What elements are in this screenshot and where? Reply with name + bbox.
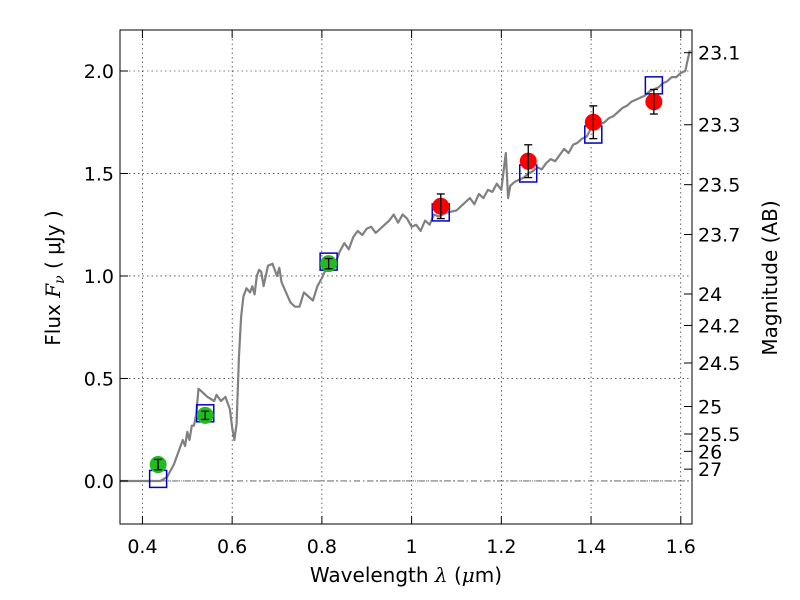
y-axis-label-prefix: Flux (41, 298, 65, 346)
marker-layer (148, 76, 664, 489)
y-tick-label: 2.0 (84, 61, 114, 83)
x-axis-label-symbol: λ (434, 563, 448, 587)
magnitude-tick-label: 23.1 (698, 43, 740, 65)
y-tick-label: 0.5 (84, 368, 114, 390)
magnitude-tick-label: 24.5 (698, 353, 740, 375)
y-axis-label-unit: ( μJy ) (41, 210, 65, 275)
tick-layer: 0.4 0.6 0.8 1 1.2 1.4 1.6 0.0 0.5 1.0 1.5 2.0 23.1 23… (84, 30, 740, 558)
x-tick-label: 0.4 (127, 536, 157, 558)
x-tick-label: 0.6 (217, 536, 247, 558)
x-axis-label-mu: μ (462, 563, 475, 587)
y-axis-label-subscript: ν (52, 275, 68, 284)
x-axis-label: Wavelength λ (μm) (310, 563, 502, 587)
magnitude-tick-label: 24 (698, 284, 722, 306)
magnitude-tick-label: 23.7 (698, 225, 740, 247)
x-tick-label: 1.2 (486, 536, 516, 558)
x-axis-label-unit-rest: m) (475, 563, 502, 587)
magnitude-tick-label: 25 (698, 397, 722, 419)
y-axis-label: Flux Fν ( μJy ) (41, 210, 68, 345)
magnitude-tick-label: 24.2 (698, 315, 740, 337)
magnitude-tick-label: 26 (698, 441, 722, 463)
x-axis-label-prefix: Wavelength (310, 563, 435, 587)
magnitude-tick-label: 23.3 (698, 115, 740, 137)
x-tick-label: 1.4 (576, 536, 606, 558)
x-tick-label: 1.6 (666, 536, 696, 558)
magnitude-tick-label: 27 (698, 459, 722, 481)
magnitude-tick-label: 25.5 (698, 424, 740, 446)
x-tick-label: 1 (406, 536, 418, 558)
x-tick-label: 0.8 (307, 536, 337, 558)
y-tick-label: 1.0 (84, 266, 114, 288)
y-axis-label-symbol: F (41, 283, 65, 299)
y-tick-label: 0.0 (84, 471, 114, 493)
magnitude-tick-label: 23.5 (698, 175, 740, 197)
right-axis-label: Magnitude (AB) (758, 200, 782, 355)
plot-frame (119, 29, 693, 525)
y-tick-label: 1.5 (84, 163, 114, 185)
x-axis-label-unit-open: ( (448, 563, 462, 587)
